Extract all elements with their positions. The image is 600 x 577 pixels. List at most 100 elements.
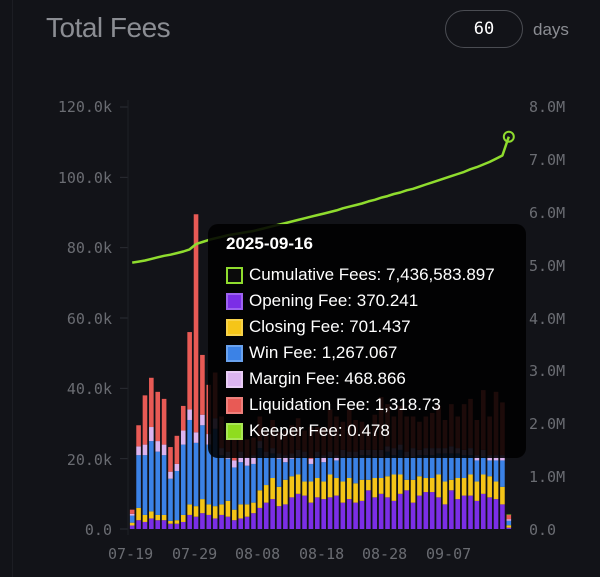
bar-segment[interactable] — [474, 481, 480, 501]
bar-segment[interactable] — [340, 456, 346, 482]
bar-segment[interactable] — [142, 455, 148, 515]
bar-segment[interactable] — [219, 514, 224, 529]
bar-segment[interactable] — [308, 502, 314, 530]
bar-segment[interactable] — [187, 514, 192, 529]
bar-segment[interactable] — [429, 492, 435, 529]
bar-segment[interactable] — [174, 520, 180, 524]
bar-segment[interactable] — [200, 513, 205, 529]
bar-segment[interactable] — [359, 455, 365, 480]
bar-segment[interactable] — [283, 455, 288, 463]
bar-segment[interactable] — [506, 514, 512, 520]
bar-segment[interactable] — [232, 460, 237, 468]
bar-segment[interactable] — [257, 490, 263, 508]
bar-segment[interactable] — [251, 502, 256, 514]
bar-segment[interactable] — [238, 518, 244, 529]
bar-segment[interactable] — [174, 435, 180, 464]
bar-segment[interactable] — [500, 504, 505, 529]
days-input[interactable]: 60 — [445, 10, 523, 48]
bar-segment[interactable] — [219, 455, 224, 505]
bar-segment[interactable] — [455, 499, 461, 529]
bar-segment[interactable] — [480, 456, 486, 475]
bar-segment[interactable] — [136, 520, 141, 529]
bar-segment[interactable] — [315, 478, 320, 498]
bar-segment[interactable] — [461, 478, 467, 496]
bar-segment[interactable] — [168, 520, 173, 524]
bar-segment[interactable] — [449, 479, 454, 491]
bar-segment[interactable] — [506, 527, 512, 529]
bar-segment[interactable] — [442, 504, 448, 529]
bar-segment[interactable] — [289, 497, 295, 529]
bar-segment[interactable] — [155, 514, 161, 521]
bar-segment[interactable] — [366, 490, 371, 529]
bar-segment[interactable] — [372, 497, 378, 529]
bar-segment[interactable] — [327, 497, 333, 529]
bar-segment[interactable] — [506, 514, 512, 515]
bar-segment[interactable] — [187, 409, 192, 420]
bar-segment[interactable] — [461, 455, 467, 479]
bar-segment[interactable] — [168, 471, 173, 479]
bar-segment[interactable] — [129, 522, 135, 526]
bar-segment[interactable] — [410, 479, 416, 503]
bar-segment[interactable] — [487, 460, 492, 477]
bar-segment[interactable] — [149, 511, 154, 519]
bar-segment[interactable] — [263, 456, 269, 486]
bar-segment[interactable] — [136, 446, 141, 456]
bar-segment[interactable] — [410, 502, 416, 530]
bar-segment[interactable] — [410, 456, 416, 480]
bar-segment[interactable] — [174, 463, 180, 471]
bar-segment[interactable] — [295, 474, 301, 494]
bar-segment[interactable] — [142, 514, 148, 522]
bar-segment[interactable] — [436, 474, 441, 498]
bar-segment[interactable] — [315, 456, 320, 479]
bar-segment[interactable] — [244, 465, 250, 505]
bar-segment[interactable] — [129, 513, 135, 516]
bar-segment[interactable] — [219, 504, 224, 515]
bar-segment[interactable] — [397, 474, 403, 494]
bar-segment[interactable] — [353, 483, 358, 503]
bar-segment[interactable] — [308, 481, 314, 503]
bar-segment[interactable] — [391, 474, 397, 501]
bar-segment[interactable] — [404, 490, 409, 529]
bar-segment[interactable] — [136, 507, 141, 521]
bar-segment[interactable] — [340, 481, 346, 503]
bar-segment[interactable] — [206, 514, 212, 529]
cumulative-line[interactable] — [132, 136, 510, 264]
bar-segment[interactable] — [353, 456, 358, 484]
bar-segment[interactable] — [168, 447, 173, 472]
bar-segment[interactable] — [276, 506, 282, 529]
bar-segment[interactable] — [480, 493, 486, 529]
bar-segment[interactable] — [276, 486, 282, 507]
bar-segment[interactable] — [449, 453, 454, 480]
bar-segment[interactable] — [149, 441, 154, 512]
bar-segment[interactable] — [487, 497, 492, 529]
bar-segment[interactable] — [321, 499, 326, 529]
bar-segment[interactable] — [149, 377, 154, 428]
bar-segment[interactable] — [212, 506, 218, 519]
bar-segment[interactable] — [193, 214, 199, 433]
bar-segment[interactable] — [385, 476, 390, 498]
bar-segment[interactable] — [493, 460, 499, 482]
bar-segment[interactable] — [142, 444, 148, 456]
bar-segment[interactable] — [500, 460, 505, 487]
bar-segment[interactable] — [212, 428, 218, 507]
bar-segment[interactable] — [417, 455, 422, 477]
bar-segment[interactable] — [257, 448, 263, 491]
bar-segment[interactable] — [506, 519, 512, 521]
bar-segment[interactable] — [295, 493, 301, 529]
bar-segment[interactable] — [378, 456, 384, 479]
bar-segment[interactable] — [506, 525, 512, 528]
bar-segment[interactable] — [429, 478, 435, 493]
bar-segment[interactable] — [193, 442, 199, 507]
bar-segment[interactable] — [372, 456, 378, 479]
bar-segment[interactable] — [225, 458, 231, 501]
bar-segment[interactable] — [276, 458, 282, 487]
bar-segment[interactable] — [436, 497, 441, 529]
bar-segment[interactable] — [180, 405, 186, 431]
bar-segment[interactable] — [200, 425, 205, 500]
bar-segment[interactable] — [244, 504, 250, 517]
bar-segment[interactable] — [461, 495, 467, 529]
bar-segment[interactable] — [289, 458, 295, 477]
bar-segment[interactable] — [251, 463, 256, 503]
bar-segment[interactable] — [385, 451, 390, 477]
bar-segment[interactable] — [155, 451, 161, 515]
